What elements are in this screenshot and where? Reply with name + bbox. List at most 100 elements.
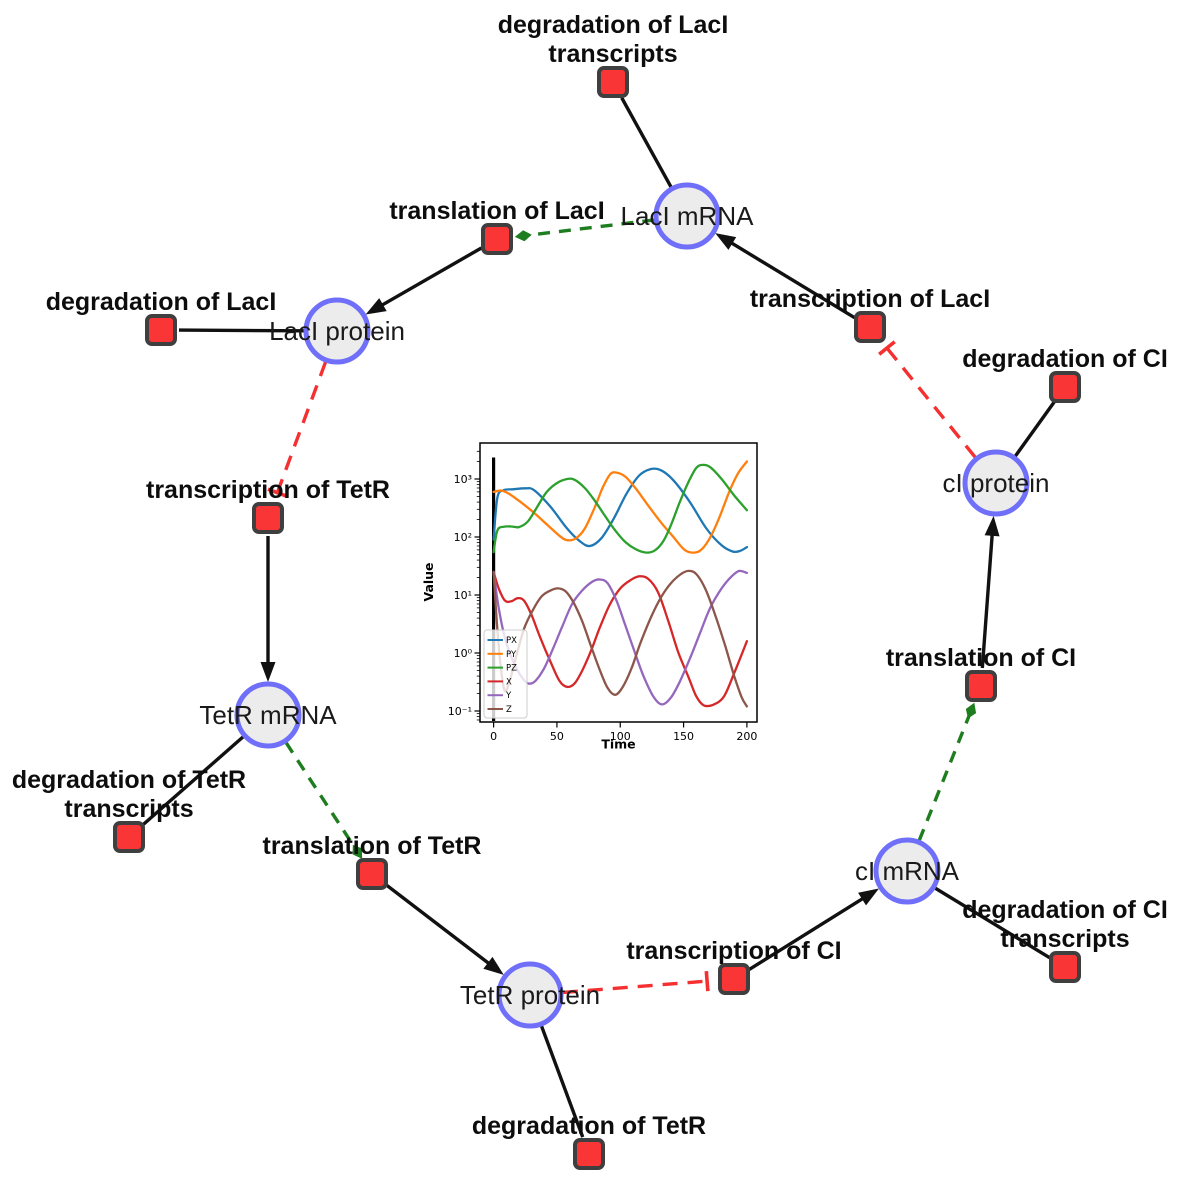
reaction-node-deg-ci-transcripts[interactable] — [1049, 951, 1081, 983]
reaction-label-deg-laci-transcripts-line1: transcripts — [548, 40, 677, 68]
x-tick-label: 150 — [673, 730, 694, 743]
reaction-label-deg-tetr-transcripts-line1: transcripts — [64, 795, 193, 823]
edge-modifier-laci-mrna-to-translation-laci — [514, 218, 655, 242]
edge-reactant-tetr-protein-to-deg-tetr — [539, 1025, 585, 1138]
y-tick-label: 10² — [454, 531, 472, 544]
species-label-laci-protein: LacI protein — [269, 316, 405, 346]
edge-inhibition-laci-protein-to-transcription-tetr — [267, 361, 328, 498]
chart-series-Z — [492, 569, 749, 708]
reaction-label-transcription-tetr-line0: transcription of TetR — [146, 476, 390, 504]
nodes-layer — [113, 66, 1081, 1170]
legend-label-Y: Y — [505, 691, 512, 701]
reaction-node-translation-laci[interactable] — [481, 223, 513, 255]
legend-label-PX: PX — [506, 636, 517, 646]
reaction-label-deg-laci-transcripts-line0: degradation of LacI — [498, 11, 729, 39]
edge-reactant-ci-protein-to-deg-ci — [1013, 400, 1056, 458]
edge-product-translation-tetr-to-tetr-protein — [385, 883, 504, 975]
arrowhead-icon — [483, 956, 504, 975]
legend-label-Z: Z — [506, 705, 512, 715]
chart-legend: PX PY PZ XYZ — [483, 629, 528, 719]
y-tick-label: 10¹ — [454, 589, 472, 602]
y-tick-label: 10³ — [454, 473, 472, 486]
reaction-label-transcription-laci-line0: transcription of LacI — [750, 285, 990, 313]
species-label-tetr-protein: TetR protein — [460, 980, 600, 1010]
y-tick-label: 10⁰ — [454, 647, 473, 660]
x-axis-label: Time — [601, 737, 635, 752]
edge-inhibition-ci-protein-to-transcription-laci — [878, 340, 977, 459]
x-tick-label: 200 — [736, 730, 757, 743]
reaction-label-deg-laci-line0: degradation of LacI — [46, 288, 277, 316]
reaction-label-deg-tetr-line0: degradation of TetR — [472, 1112, 706, 1140]
species-node-ci-protein[interactable] — [962, 449, 1030, 517]
x-tick-label: 50 — [550, 730, 564, 743]
edge-modifier-tetr-mrna-to-translation-tetr — [284, 741, 363, 859]
species-node-tetr-mrna[interactable] — [234, 681, 302, 749]
reaction-label-deg-tetr-transcripts-line0: degradation of TetR — [12, 766, 246, 794]
reaction-label-deg-ci-transcripts-line1: transcripts — [1000, 925, 1129, 953]
reaction-node-deg-tetr[interactable] — [573, 1138, 605, 1170]
edge-product-translation-ci-to-ci-protein — [980, 515, 1000, 669]
arrowhead-icon — [715, 233, 737, 250]
species-label-ci-protein: cI protein — [943, 468, 1050, 498]
species-node-laci-protein[interactable] — [303, 297, 371, 365]
edge-product-transcription-tetr-to-tetr-mrna — [260, 536, 276, 682]
species-label-ci-mrna: cI mRNA — [855, 856, 960, 886]
inhibition-tbar-icon — [704, 971, 710, 992]
inhibition-tbar-icon — [878, 340, 896, 356]
reaction-node-translation-ci[interactable] — [965, 670, 997, 702]
legend-label-X: X — [506, 677, 512, 687]
reaction-node-transcription-tetr[interactable] — [252, 502, 284, 534]
reaction-label-translation-ci-line0: translation of CI — [886, 644, 1076, 672]
edge-reactant-ci-mrna-to-deg-ci-transcripts — [934, 886, 1051, 960]
reaction-node-translation-tetr[interactable] — [356, 858, 388, 890]
reaction-label-translation-laci-line0: translation of LacI — [389, 197, 604, 225]
edges-layer — [141, 96, 1056, 1138]
chart-series-PY — [492, 460, 749, 554]
edge-reactant-laci-mrna-to-deg-laci-transcripts — [620, 96, 673, 188]
chart-series-Y — [492, 569, 749, 706]
edge-inhibition-tetr-protein-to-transcription-ci — [562, 971, 710, 995]
species-label-tetr-mrna: TetR mRNA — [199, 700, 337, 730]
chart-axes-box — [479, 442, 758, 723]
edge-product-transcription-laci-to-laci-mrna — [715, 233, 856, 320]
x-tick-label: 100 — [610, 730, 631, 743]
species-node-laci-mrna[interactable] — [653, 182, 721, 250]
chart-series-X — [492, 570, 749, 708]
arrowhead-icon — [260, 662, 276, 682]
reaction-label-transcription-ci-line0: transcription of CI — [626, 937, 841, 965]
reaction-label-deg-ci-line0: degradation of CI — [962, 345, 1168, 373]
edge-product-translation-laci-to-laci-protein — [365, 246, 483, 315]
species-node-ci-mrna[interactable] — [873, 837, 941, 905]
chart-series-PZ — [492, 463, 749, 554]
arrowhead-icon — [858, 888, 880, 906]
edge-reactant-tetr-mrna-to-deg-tetr-transcripts — [141, 735, 245, 827]
edge-modifier-ci-mrna-to-translation-ci — [917, 702, 977, 841]
legend-label-PY: PY — [506, 650, 517, 660]
inset-timeseries-chart: 10⁻¹ 10⁰ 10¹ 10² 10³ 0 50 100 150 200 PX PY PZ XYZ Tim… — [421, 442, 758, 752]
reaction-node-transcription-laci[interactable] — [854, 311, 886, 343]
species-label-laci-mrna: LacI mRNA — [621, 201, 755, 231]
reaction-label-deg-ci-transcripts-line0: degradation of CI — [962, 896, 1168, 924]
x-tick-label: 0 — [490, 730, 497, 743]
reaction-node-transcription-ci[interactable] — [718, 963, 750, 995]
labels-layer: LacI mRNA LacI protein TetR mRNA TetR prote… — [12, 11, 1168, 1140]
inhibition-tbar-icon — [267, 487, 288, 498]
reaction-node-deg-ci[interactable] — [1049, 371, 1081, 403]
legend-label-PZ: PZ — [506, 664, 517, 674]
arrowhead-icon — [365, 298, 387, 315]
edge-reactant-laci-protein-to-deg-laci — [178, 328, 305, 333]
arrowhead-icon — [984, 515, 1000, 537]
reaction-node-deg-laci[interactable] — [145, 314, 177, 346]
reaction-node-deg-laci-transcripts[interactable] — [597, 66, 629, 98]
y-tick-label: 10⁻¹ — [448, 705, 472, 718]
y-axis-label: Value — [421, 562, 436, 601]
edge-product-transcription-ci-to-ci-mrna — [748, 888, 880, 971]
modifier-arrowhead-icon — [514, 230, 532, 242]
modifier-arrowhead-icon — [352, 844, 363, 859]
modifier-arrowhead-icon — [965, 702, 977, 719]
reaction-node-deg-tetr-transcripts[interactable] — [113, 821, 145, 853]
reaction-label-translation-tetr-line0: translation of TetR — [263, 832, 482, 860]
species-node-tetr-protein[interactable] — [496, 961, 564, 1029]
